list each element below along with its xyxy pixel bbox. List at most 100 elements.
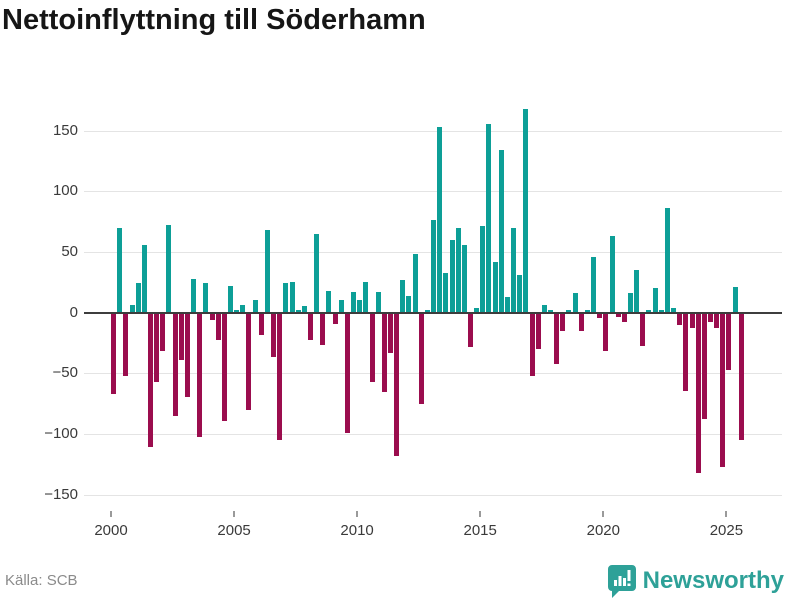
bar-2002Q4[interactable] [178, 313, 184, 361]
bar-2010Q1[interactable] [357, 300, 363, 313]
bar-2023Q2[interactable] [683, 313, 689, 391]
bar-2009Q3[interactable] [344, 313, 350, 434]
bar-2014Q2[interactable] [461, 244, 467, 313]
bar-2000Q3[interactable] [123, 313, 129, 377]
bar-2012Q1[interactable] [406, 295, 412, 313]
bar-2005Q4[interactable] [252, 300, 258, 313]
bar-2011Q1[interactable] [381, 313, 387, 392]
bar-2015Q2[interactable] [486, 124, 492, 313]
bar-2013Q4[interactable] [449, 239, 455, 313]
bar-2012Q4[interactable] [424, 310, 430, 313]
bar-2012Q3[interactable] [418, 313, 424, 404]
bar-2011Q2[interactable] [387, 313, 393, 353]
newsworthy-logo[interactable]: Newsworthy [607, 564, 784, 598]
bar-2016Q1[interactable] [504, 296, 510, 313]
bar-2022Q1[interactable] [652, 288, 658, 313]
bar-2002Q2[interactable] [166, 225, 172, 313]
bar-2015Q1[interactable] [480, 226, 486, 313]
bar-2007Q1[interactable] [283, 283, 289, 313]
bar-2024Q3[interactable] [714, 313, 720, 328]
bar-2015Q3[interactable] [492, 261, 498, 313]
bar-2018Q4[interactable] [572, 293, 578, 313]
bar-2025Q3[interactable] [738, 313, 744, 441]
bar-2017Q2[interactable] [535, 313, 541, 350]
bar-2006Q3[interactable] [271, 313, 276, 357]
bar-2014Q3[interactable] [467, 313, 473, 347]
bar-2005Q3[interactable] [246, 313, 252, 411]
bar-2000Q2[interactable] [117, 227, 123, 313]
bar-2012Q2[interactable] [412, 254, 418, 313]
bar-2003Q3[interactable] [197, 313, 203, 437]
bar-2016Q2[interactable] [511, 227, 516, 313]
bar-2001Q2[interactable] [141, 244, 147, 313]
bar-2014Q1[interactable] [455, 227, 461, 313]
bar-2021Q1[interactable] [627, 293, 633, 313]
bar-2023Q3[interactable] [689, 313, 695, 328]
bar-2006Q1[interactable] [258, 313, 264, 335]
bar-2001Q3[interactable] [147, 313, 153, 447]
bar-2019Q2[interactable] [584, 310, 590, 313]
bar-2025Q2[interactable] [732, 287, 738, 313]
bar-2018Q1[interactable] [554, 313, 560, 364]
bar-2004Q1[interactable] [209, 313, 215, 321]
bar-2021Q4[interactable] [646, 310, 652, 313]
bar-2005Q2[interactable] [240, 305, 246, 313]
bar-2013Q1[interactable] [431, 220, 436, 313]
bar-2013Q2[interactable] [437, 126, 443, 313]
bar-2010Q2[interactable] [363, 282, 369, 313]
bar-2023Q4[interactable] [695, 313, 701, 474]
bar-2008Q3[interactable] [320, 313, 326, 345]
bar-2024Q4[interactable] [720, 313, 726, 468]
bar-2007Q3[interactable] [295, 310, 301, 313]
bar-2021Q3[interactable] [640, 313, 646, 346]
bar-2000Q1[interactable] [111, 313, 116, 395]
bar-2025Q1[interactable] [726, 313, 732, 370]
bar-2010Q4[interactable] [375, 291, 381, 313]
bar-2019Q3[interactable] [591, 256, 596, 313]
bar-2019Q1[interactable] [578, 313, 584, 332]
bar-2019Q4[interactable] [597, 313, 603, 318]
bar-2007Q2[interactable] [289, 282, 295, 313]
bar-2014Q4[interactable] [474, 307, 480, 313]
bar-2015Q4[interactable] [498, 149, 504, 313]
bar-2004Q3[interactable] [221, 313, 227, 421]
bar-2016Q3[interactable] [517, 274, 523, 313]
bar-2018Q3[interactable] [566, 310, 572, 313]
bar-2017Q1[interactable] [529, 313, 535, 377]
bar-2009Q2[interactable] [338, 300, 344, 313]
bar-2003Q2[interactable] [191, 278, 196, 313]
bar-2020Q1[interactable] [603, 313, 609, 351]
bar-2004Q4[interactable] [227, 285, 233, 313]
bar-2022Q3[interactable] [664, 208, 670, 313]
bar-2011Q4[interactable] [400, 279, 406, 313]
bar-2010Q3[interactable] [369, 313, 375, 383]
bar-2020Q3[interactable] [615, 313, 621, 317]
bar-2024Q1[interactable] [701, 313, 707, 419]
bar-2001Q4[interactable] [154, 313, 160, 383]
bar-2005Q1[interactable] [234, 310, 240, 313]
bar-2013Q3[interactable] [443, 272, 449, 313]
bar-2016Q4[interactable] [523, 108, 529, 313]
bar-2022Q2[interactable] [658, 310, 664, 313]
bar-2006Q4[interactable] [277, 313, 283, 441]
bar-2021Q2[interactable] [634, 270, 640, 313]
bar-2001Q1[interactable] [135, 283, 141, 313]
bar-2023Q1[interactable] [677, 313, 683, 326]
bar-2002Q3[interactable] [172, 313, 178, 417]
bar-2008Q4[interactable] [326, 290, 332, 313]
bar-2011Q3[interactable] [394, 313, 400, 457]
bar-2008Q2[interactable] [314, 233, 320, 313]
bar-2017Q3[interactable] [541, 305, 547, 313]
bar-2008Q1[interactable] [307, 313, 313, 340]
bar-2009Q4[interactable] [351, 291, 356, 313]
bar-2018Q2[interactable] [560, 313, 566, 332]
bar-2020Q4[interactable] [621, 313, 627, 322]
bar-2000Q4[interactable] [129, 305, 135, 313]
bar-2020Q2[interactable] [609, 236, 615, 313]
bar-2006Q2[interactable] [264, 230, 270, 313]
bar-2004Q2[interactable] [215, 313, 221, 340]
bar-2017Q4[interactable] [547, 310, 553, 313]
bar-2003Q4[interactable] [203, 283, 209, 313]
bar-2009Q1[interactable] [332, 313, 338, 324]
bar-2003Q1[interactable] [184, 313, 190, 397]
